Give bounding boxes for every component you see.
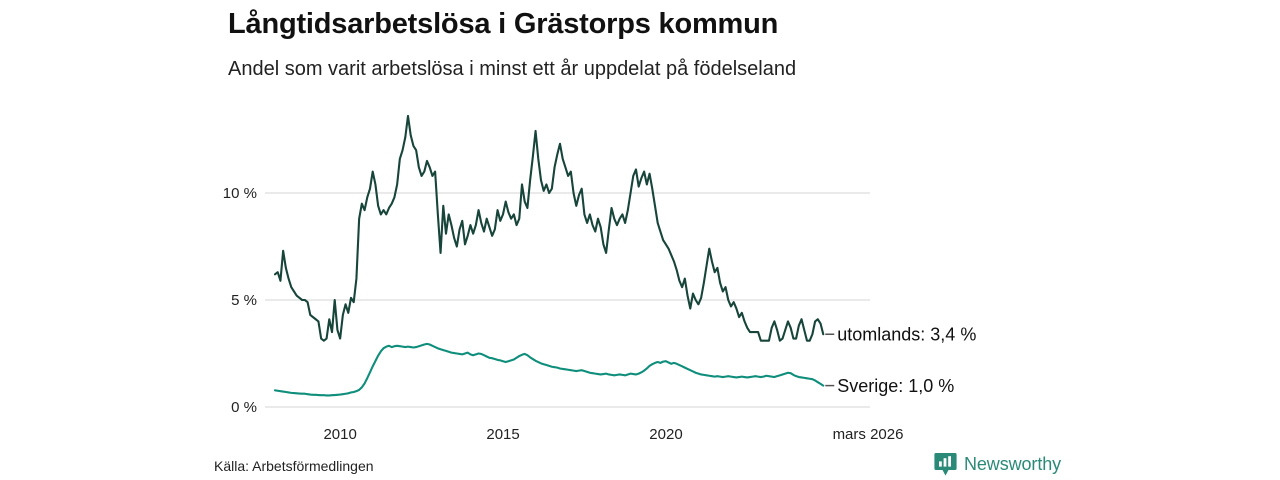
- x-axis-tick: 2020: [649, 426, 682, 443]
- x-axis-tick: mars 2026: [833, 426, 904, 443]
- page-subtitle: Andel som varit arbetslösa i minst ett å…: [228, 58, 797, 80]
- newsworthy-logo: Newsworthy: [934, 452, 1061, 477]
- bar-chart-bubble-icon: [934, 453, 957, 476]
- page-title: Långtidsarbetslösa i Grästorps kommun: [228, 8, 779, 40]
- x-axis-tick: 2010: [323, 426, 356, 443]
- series-label-sverige: Sverige: 1,0 %: [837, 376, 954, 396]
- series-label-utomlands: utomlands: 3,4 %: [837, 325, 976, 345]
- series-line-sverige: [273, 342, 825, 397]
- source-note: Källa: Arbetsförmedlingen: [214, 458, 374, 474]
- y-axis-tick: 10 %: [223, 185, 257, 202]
- x-axis-tick: 2015: [486, 426, 519, 443]
- series-line-utomlands: [273, 114, 825, 342]
- brand-name: Newsworthy: [964, 454, 1062, 474]
- y-axis-tick: 5 %: [231, 292, 257, 309]
- y-axis-tick: 0 %: [231, 399, 257, 416]
